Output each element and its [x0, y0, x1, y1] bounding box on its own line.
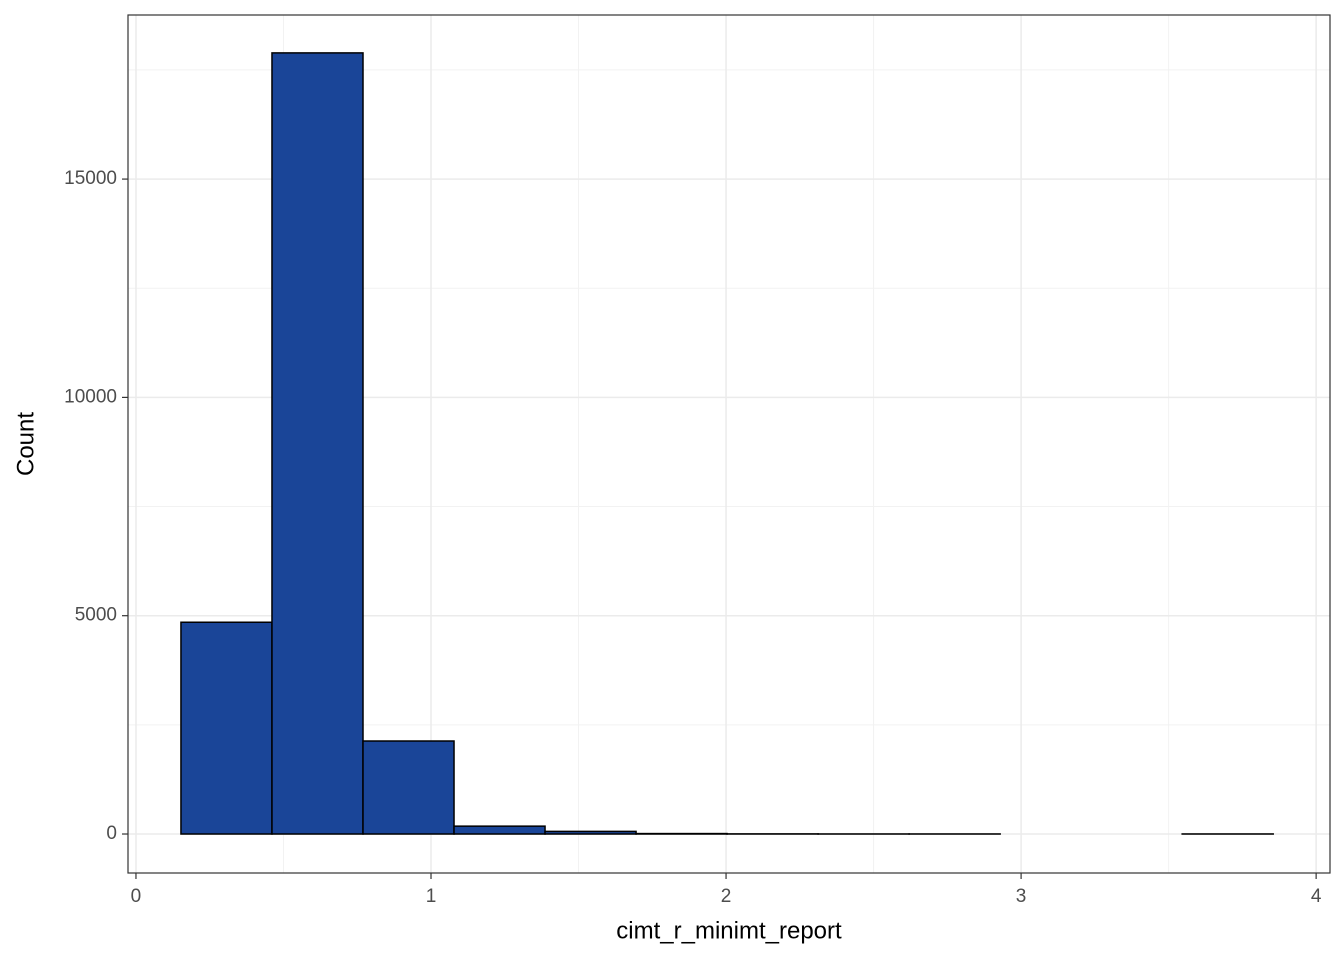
y-tick-label: 15000: [64, 168, 117, 189]
y-tick-label: 5000: [75, 605, 117, 626]
y-axis-title: Count: [12, 412, 39, 476]
x-tick-label: 3: [1016, 886, 1027, 907]
y-tick-label: 0: [106, 823, 117, 844]
bar: [271, 52, 364, 835]
x-axis-title: cimt_r_minimt_report: [616, 917, 842, 944]
bar: [180, 621, 273, 835]
x-tick-label: 1: [426, 886, 437, 907]
bar: [453, 825, 546, 835]
plot-border: [127, 14, 1331, 874]
bar: [544, 830, 637, 835]
y-tick-label: 10000: [64, 386, 117, 407]
x-tick-label: 2: [721, 886, 732, 907]
x-tick-label: 0: [131, 886, 142, 907]
x-tick-label: 4: [1311, 886, 1322, 907]
bar: [362, 740, 455, 835]
